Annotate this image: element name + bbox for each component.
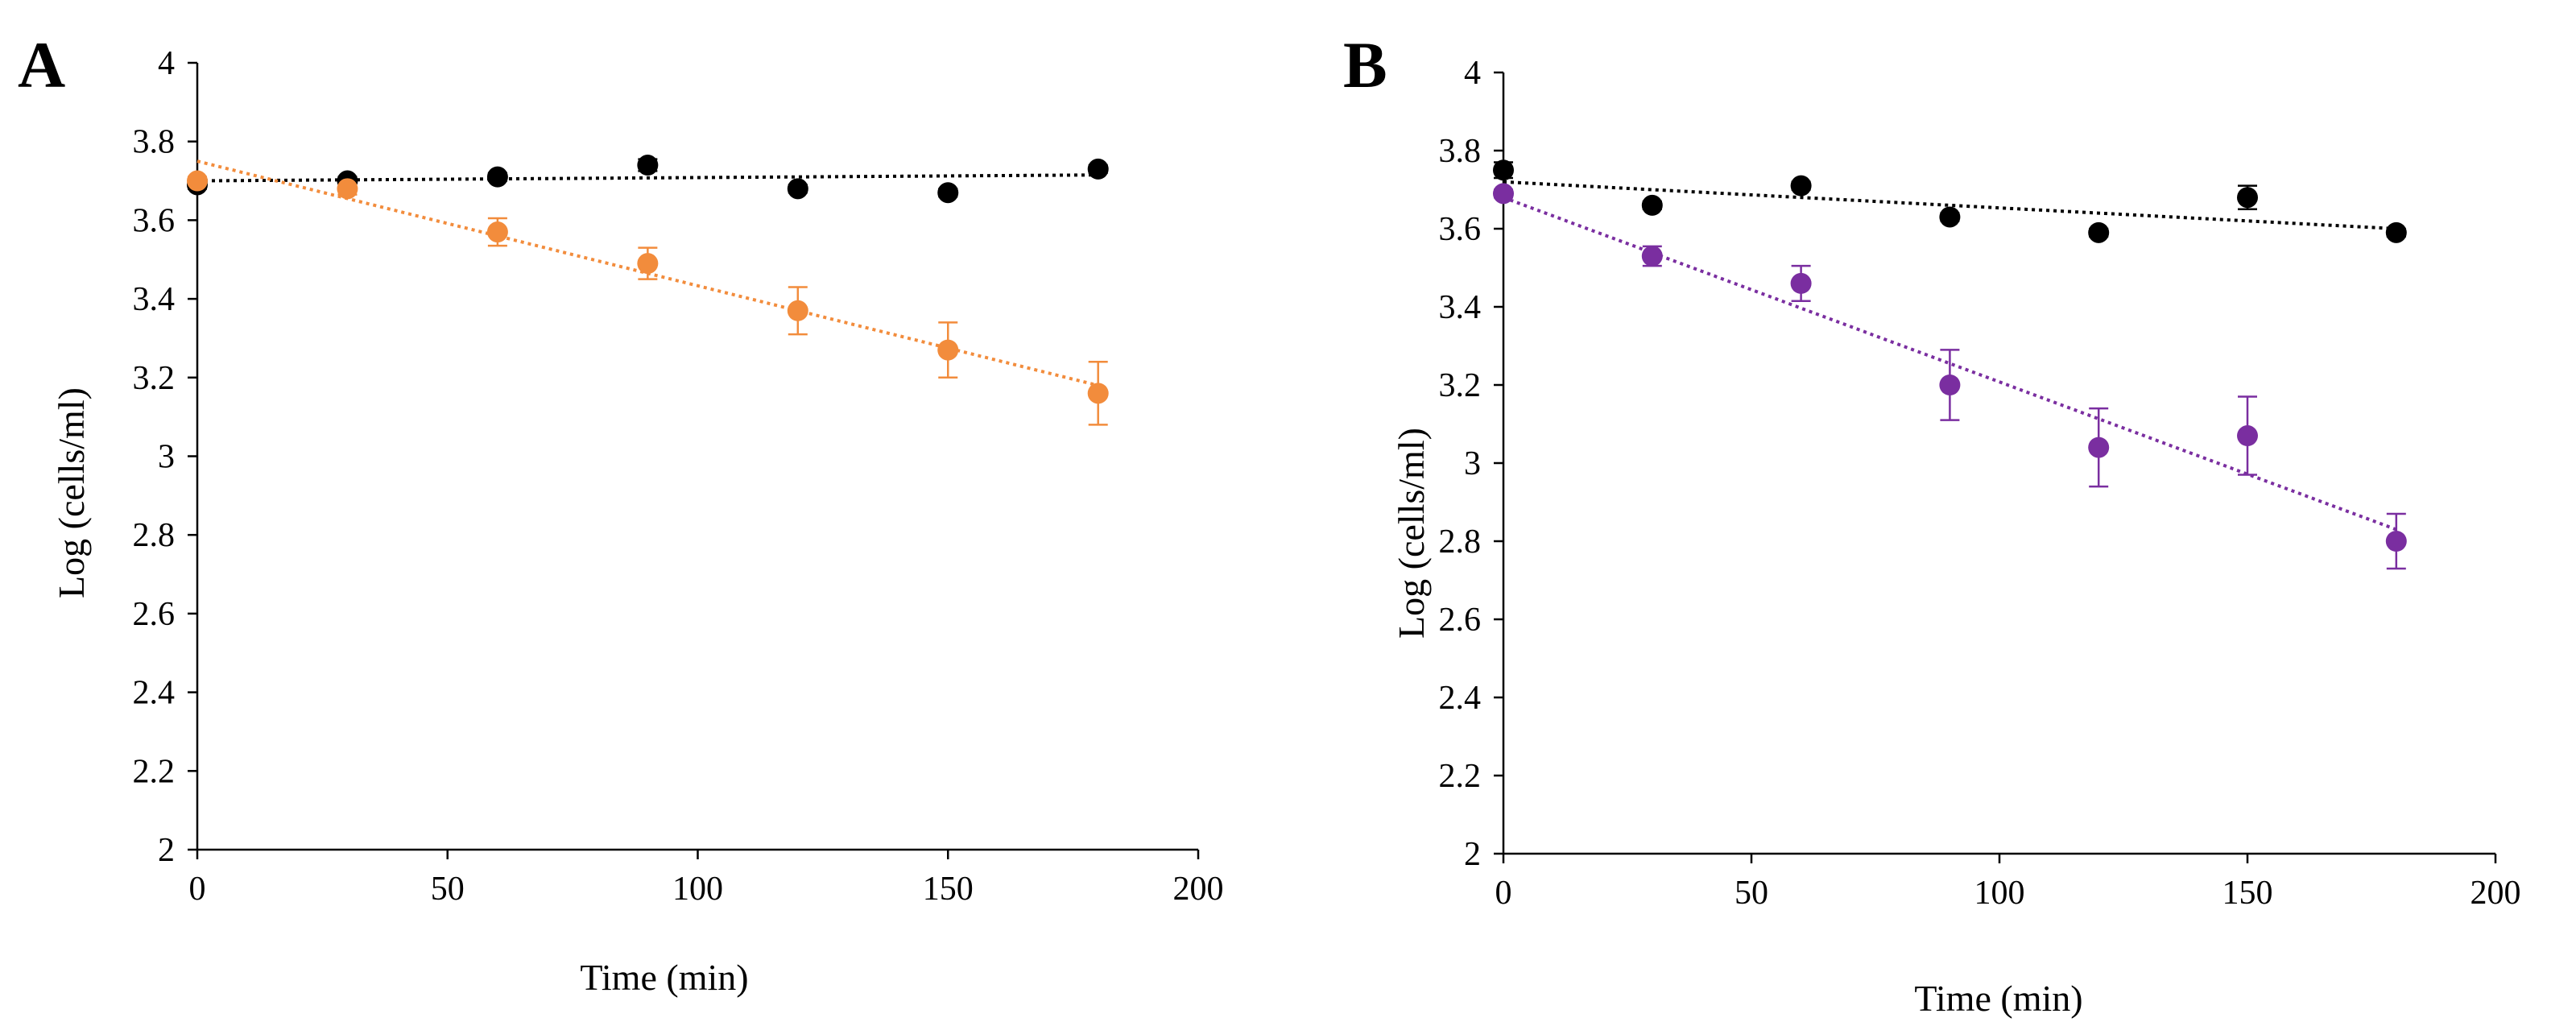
panel-b-label: B	[1343, 28, 1387, 101]
panel-b-y-tick-label: 2.2	[1439, 758, 1482, 795]
panel-a-points	[187, 155, 1109, 404]
panel-b-y-tick-label: 2.8	[1439, 523, 1482, 561]
panel-a-y-tick-label: 2.4	[133, 675, 176, 712]
panel-b-treated-data-point	[2088, 437, 2110, 458]
panel-a-x-tick-label: 0	[189, 871, 206, 908]
panel-a-y-tick-label: 2.6	[133, 596, 176, 633]
panel-b-control-data-point	[1790, 175, 1812, 197]
panel-a-control-data-point	[1087, 158, 1109, 180]
panel-a-control-data-point	[486, 166, 508, 188]
panel-b-control-data-point	[2237, 187, 2258, 209]
panel-b-axes	[1502, 72, 2495, 855]
panel-b-y-tick-label: 3.8	[1439, 133, 1482, 170]
panel-a-treated-data-point	[1087, 383, 1109, 404]
panel-a-error-bars	[188, 158, 1108, 426]
panel-a-control-data-point	[637, 155, 659, 176]
panel-b-treated-data-point	[1493, 183, 1514, 205]
panel-a-chart: A Time (min) Log (cells/ml) 2 2.2 2.4 2.6 2.…	[18, 28, 1224, 998]
panel-b-treated-data-point	[1641, 245, 1663, 267]
panel-a-x-tick-label: 100	[672, 871, 723, 908]
panel-a-treated-data-point	[787, 300, 808, 321]
panel-a-y-tick-label: 3.6	[133, 202, 176, 239]
panel-b-y-tick-label: 2	[1464, 836, 1481, 873]
panel-b-control-data-point	[1641, 194, 1663, 216]
panel-a-treated-data-point	[637, 253, 659, 275]
panel-b-y-tick-label: 3.6	[1439, 211, 1482, 248]
panel-b-control-data-point	[1493, 159, 1514, 181]
panel-b-x-tick-label: 100	[1974, 875, 2025, 912]
panel-b-chart: B Time (min) Log (cells/ml) 2 2.2 2.4 2.6 2.…	[1343, 28, 2521, 1019]
panel-a-y-tick-label: 2.8	[133, 517, 176, 554]
panel-a-y-axis-title: Log (cells/ml)	[51, 387, 92, 598]
panel-b-treated-data-point	[1939, 374, 1961, 395]
panel-a-x-tick-label: 50	[431, 871, 465, 908]
panel-b-treated-data-point	[1790, 272, 1812, 294]
panel-a-treated-data-point	[486, 221, 508, 243]
panel-a-control-data-point	[787, 178, 808, 200]
panel-a-treated-data-point	[937, 339, 959, 361]
panel-a-label: A	[18, 28, 65, 101]
panel-b-x-axis-title: Time (min)	[1914, 978, 2082, 1019]
panel-b-y-tick-label: 3	[1464, 445, 1481, 482]
panel-b-points	[1493, 159, 2407, 552]
panel-a-x-axis-title: Time (min)	[580, 957, 748, 998]
panel-b-control-data-point	[2385, 221, 2407, 243]
panel-a-y-tick-label: 3.2	[133, 360, 176, 397]
panel-a-y-tick-label: 2	[158, 832, 175, 869]
panel-a-y-tick-label: 3.4	[133, 281, 176, 318]
panel-a-treated-data-point	[187, 170, 208, 192]
panel-b-y-tick-label: 3.2	[1439, 367, 1482, 404]
panel-b-x-tick-label: 150	[2222, 875, 2273, 912]
panel-b-x-tick-label: 200	[2471, 875, 2521, 912]
panel-a-control-data-point	[937, 182, 959, 204]
panel-b-y-tick-label: 3.4	[1439, 289, 1482, 326]
panel-b-treated-data-point	[2237, 425, 2258, 447]
panel-a-ticks: 2 2.2 2.4 2.6 2.8 3 3.2 3.4 3.6 3.8 4 0 50 100 150 200	[133, 45, 1224, 908]
panel-a-y-tick-label: 4	[158, 45, 175, 82]
panel-a-y-tick-label: 3.8	[133, 124, 176, 161]
panel-b-y-tick-label: 2.6	[1439, 602, 1482, 639]
panel-a-control-trendline	[196, 173, 1098, 183]
panel-a-x-tick-label: 150	[923, 871, 974, 908]
panel-b-y-tick-label: 4	[1464, 55, 1481, 92]
panel-a-treated-data-point	[337, 178, 358, 200]
panel-b-y-tick-label: 2.4	[1439, 680, 1482, 717]
panel-a-y-tick-label: 3	[158, 439, 175, 476]
panel-b-x-tick-label: 0	[1495, 875, 1512, 912]
panel-a-x-tick-label: 200	[1173, 871, 1224, 908]
panel-b-x-tick-label: 50	[1735, 875, 1768, 912]
panel-b-y-axis-title: Log (cells/ml)	[1391, 428, 1432, 639]
panel-b-control-data-point	[1939, 206, 1961, 228]
panel-b-control-data-point	[2088, 221, 2110, 243]
panel-b-treated-data-point	[2385, 531, 2407, 552]
panel-a-y-tick-label: 2.2	[133, 753, 176, 790]
panel-b-ticks: 2 2.2 2.4 2.6 2.8 3 3.2 3.4 3.6 3.8 4 0 50 100 150 200	[1439, 55, 2521, 912]
